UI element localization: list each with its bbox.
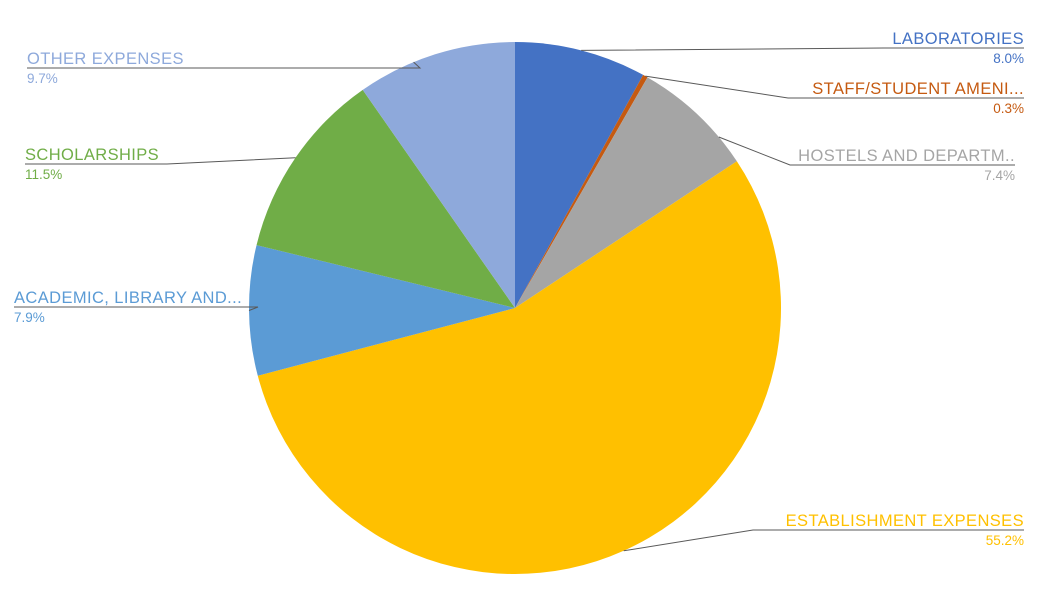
slice-label: SCHOLARSHIPS xyxy=(25,146,160,164)
slice-label: HOSTELS AND DEPARTM.. xyxy=(798,147,1015,165)
slice-label: ESTABLISHMENT EXPENSES xyxy=(785,512,1024,530)
slice-percent: 9.7% xyxy=(27,71,58,86)
slice-percent: 55.2% xyxy=(985,533,1024,548)
leader-line-other-expenses xyxy=(27,61,422,69)
slice-percent: 0.3% xyxy=(993,101,1024,116)
pie-slice-other-expenses xyxy=(362,42,515,308)
slice-label: STAFF/STUDENT AMENI... xyxy=(812,80,1024,98)
label-laboratories: LABORATORIES 8.0% xyxy=(892,30,1024,67)
slice-percent: 7.9% xyxy=(14,310,45,325)
label-staff-student-amenities: STAFF/STUDENT AMENI... 0.3% xyxy=(812,80,1024,117)
label-scholarships: SCHOLARSHIPS 11.5% xyxy=(25,146,159,183)
label-academic-library: ACADEMIC, LIBRARY AND... 7.9% xyxy=(14,289,242,326)
label-establishment-expenses: ESTABLISHMENT EXPENSES 55.2% xyxy=(786,512,1024,549)
pie-slice-academic-library-and xyxy=(249,245,515,376)
leader-line-laboratories xyxy=(581,47,1024,51)
slice-label: LABORATORIES xyxy=(892,30,1024,48)
slice-label: OTHER EXPENSES xyxy=(27,50,184,68)
pie-slice-staff-student-ameni xyxy=(515,74,648,309)
pie-slice-scholarships xyxy=(256,89,515,308)
pie-slice-hostels-and-departm xyxy=(515,77,737,308)
slice-label: ACADEMIC, LIBRARY AND... xyxy=(14,289,243,307)
slice-percent: 11.5% xyxy=(25,167,63,182)
leader-line-hostels-and-departm xyxy=(718,136,1015,166)
leader-line-establishment-expenses xyxy=(623,529,1024,552)
pie-slice-laboratories xyxy=(515,41,644,308)
pie-slice-establishment-expenses xyxy=(257,161,782,575)
slice-percent: 7.4% xyxy=(984,168,1015,183)
slice-percent: 8.0% xyxy=(993,51,1024,66)
label-hostels-and-departments: HOSTELS AND DEPARTM.. 7.4% xyxy=(798,147,1015,184)
label-other-expenses: OTHER EXPENSES 9.7% xyxy=(27,50,184,87)
leader-line-scholarships xyxy=(25,157,296,165)
leader-line-staff-student-ameni xyxy=(645,75,1024,99)
leader-line-academic-library-and xyxy=(14,306,259,311)
